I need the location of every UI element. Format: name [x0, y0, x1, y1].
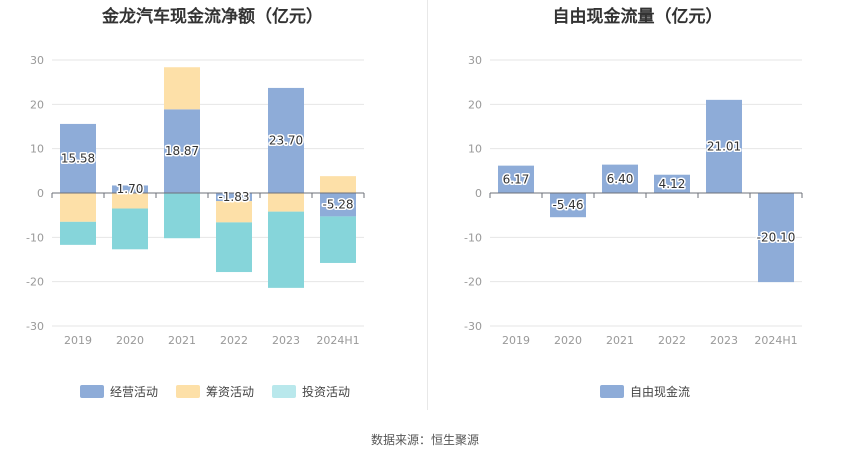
- left-chart-legend: 经营活动 筹资活动 投资活动: [80, 383, 368, 400]
- right-x-tick-label: 2024H1: [754, 334, 797, 347]
- left-data-label: 23.70: [269, 133, 303, 147]
- left-y-tick-label: 20: [30, 98, 44, 111]
- legend-item-operating[interactable]: 经营活动: [80, 383, 158, 400]
- right-x-tick-label: 2021: [606, 334, 634, 347]
- right-chart-title: 自由现金流量（亿元）: [552, 7, 723, 27]
- left-data-label: 18.87: [165, 144, 199, 158]
- left-y-tick-label: 0: [37, 187, 44, 200]
- left-x-tick-label: 2022: [220, 334, 248, 347]
- right-bar-自由现金流-2023: [706, 99, 742, 193]
- legend-label-operating: 经营活动: [110, 385, 159, 399]
- right-bar-自由现金流-2020: [550, 193, 586, 218]
- left-bar-投资活动-2022: [216, 222, 252, 273]
- left-bar-经营活动-2021: [164, 109, 200, 193]
- left-bar-经营活动-2020: [112, 185, 148, 193]
- left-bar-筹资活动-2019: [60, 193, 96, 222]
- right-y-tick-label: -30: [464, 320, 482, 333]
- right-data-label: 21.01: [707, 139, 741, 153]
- left-data-label: 15.58: [61, 151, 95, 165]
- right-data-label: 6.17: [503, 172, 530, 186]
- left-data-label: -5.28: [322, 198, 353, 212]
- legend-label-financing: 筹资活动: [206, 385, 255, 399]
- right-x-tick-label: 2019: [502, 334, 530, 347]
- right-bar-自由现金流-2021: [602, 164, 638, 193]
- right-y-tick-label: 0: [475, 187, 482, 200]
- legend-item-free-cash-flow[interactable]: 自由现金流: [600, 383, 690, 400]
- right-x-tick-label: 2023: [710, 334, 738, 347]
- right-chart-legend: 自由现金流: [600, 383, 708, 400]
- left-y-tick-label: -20: [26, 276, 44, 289]
- right-bar-自由现金流-2022: [654, 174, 690, 193]
- left-x-tick-label: 2020: [116, 334, 144, 347]
- right-x-tick-label: 2020: [554, 334, 582, 347]
- right-data-label: -5.46: [552, 198, 583, 212]
- data-source-note: 数据来源：恒生聚源: [370, 433, 479, 447]
- legend-swatch-operating: [80, 385, 104, 398]
- left-bar-经营活动-2022: [216, 193, 252, 202]
- left-x-tick-label: 2021: [168, 334, 196, 347]
- left-bar-投资活动-2023: [268, 211, 304, 288]
- left-data-label: 1.70: [117, 182, 144, 196]
- left-y-tick-label: 10: [30, 143, 44, 156]
- right-y-tick-label: -20: [464, 276, 482, 289]
- right-bar-自由现金流-2019: [498, 165, 534, 193]
- legend-label-free-cash-flow: 自由现金流: [630, 385, 691, 399]
- right-bar-自由现金流-2024H1: [758, 193, 794, 283]
- right-y-tick-label: 20: [468, 98, 482, 111]
- right-x-tick-label: 2022: [658, 334, 686, 347]
- left-x-tick-label: 2024H1: [316, 334, 359, 347]
- left-bar-筹资活动-2020: [112, 193, 148, 209]
- left-x-tick-label: 2019: [64, 334, 92, 347]
- left-chart-title: 金龙汽车现金流净额（亿元）: [102, 7, 323, 27]
- right-y-tick-label: 10: [468, 143, 482, 156]
- left-bar-经营活动-2023: [268, 87, 304, 193]
- right-y-tick-label: -10: [464, 231, 482, 244]
- left-bar-筹资活动-2024H1: [320, 176, 356, 193]
- left-bar-投资活动-2024H1: [320, 216, 356, 263]
- right-data-label: 6.40: [607, 172, 634, 186]
- right-y-tick-label: 30: [468, 54, 482, 67]
- left-bar-经营活动-2019: [60, 123, 96, 193]
- left-y-tick-label: -10: [26, 231, 44, 244]
- left-x-tick-label: 2023: [272, 334, 300, 347]
- legend-swatch-free-cash-flow: [600, 385, 624, 398]
- legend-swatch-financing: [176, 385, 201, 398]
- chart-divider: [427, 0, 428, 410]
- right-data-label: 4.12: [659, 177, 686, 191]
- left-y-tick-label: 30: [30, 54, 44, 67]
- legend-item-financing[interactable]: 筹资活动: [176, 383, 254, 400]
- left-bar-经营活动-2024H1: [320, 193, 356, 217]
- right-data-label: -20.10: [757, 231, 796, 245]
- left-bar-投资活动-2020: [112, 208, 148, 250]
- left-data-label: -1.83: [218, 190, 249, 204]
- left-bar-投资活动-2019: [60, 221, 96, 245]
- legend-label-investing: 投资活动: [302, 385, 351, 399]
- left-bar-筹资活动-2021: [164, 67, 200, 110]
- left-bar-筹资活动-2023: [268, 193, 304, 212]
- left-bar-投资活动-2021: [164, 193, 200, 239]
- left-bar-筹资活动-2022: [216, 201, 252, 223]
- legend-item-investing[interactable]: 投资活动: [272, 383, 350, 400]
- left-y-tick-label: -30: [26, 320, 44, 333]
- legend-swatch-investing: [272, 385, 297, 398]
